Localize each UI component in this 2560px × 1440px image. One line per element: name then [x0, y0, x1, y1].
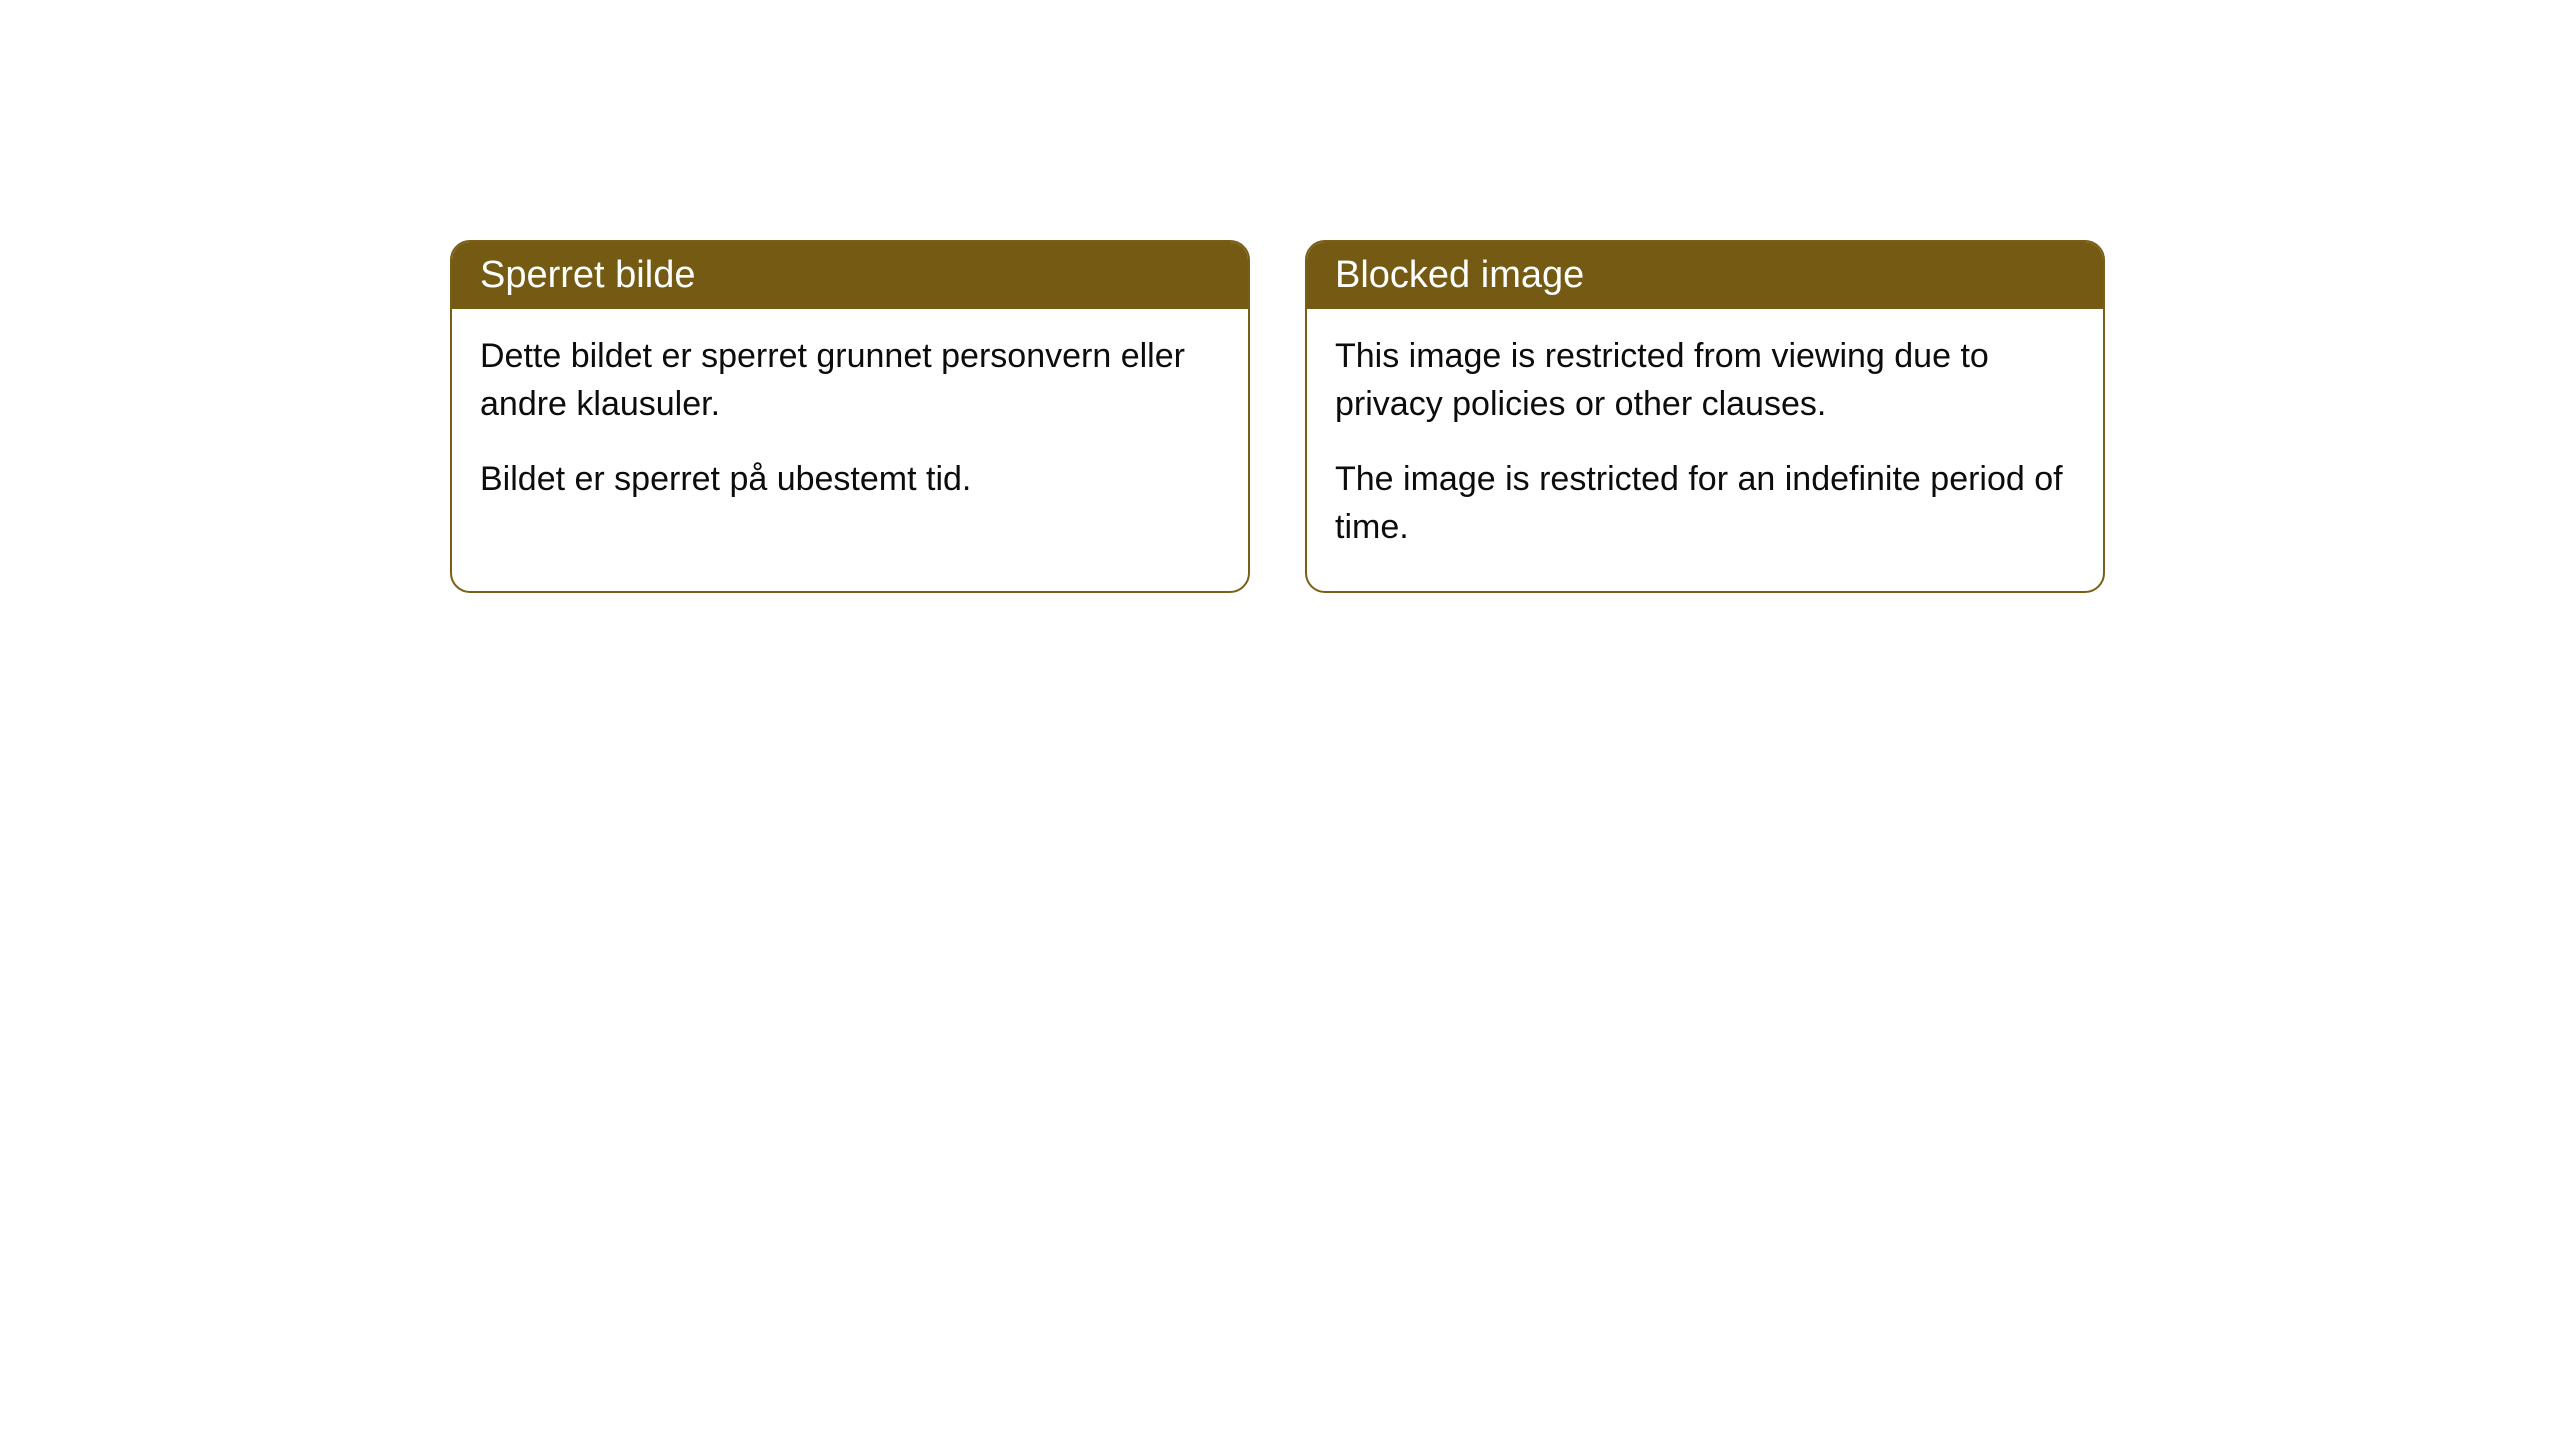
- card-paragraph: Dette bildet er sperret grunnet personve…: [480, 333, 1220, 428]
- blocked-image-card-en: Blocked image This image is restricted f…: [1305, 240, 2105, 593]
- card-header: Sperret bilde: [452, 242, 1248, 309]
- card-title: Blocked image: [1335, 254, 1584, 296]
- card-title: Sperret bilde: [480, 254, 695, 296]
- cards-container: Sperret bilde Dette bildet er sperret gr…: [450, 240, 2105, 593]
- card-header: Blocked image: [1307, 242, 2103, 309]
- card-body: Dette bildet er sperret grunnet personve…: [452, 309, 1248, 544]
- blocked-image-card-no: Sperret bilde Dette bildet er sperret gr…: [450, 240, 1250, 593]
- card-body: This image is restricted from viewing du…: [1307, 309, 2103, 591]
- card-paragraph: This image is restricted from viewing du…: [1335, 333, 2075, 428]
- card-paragraph: Bildet er sperret på ubestemt tid.: [480, 456, 1220, 504]
- card-paragraph: The image is restricted for an indefinit…: [1335, 456, 2075, 551]
